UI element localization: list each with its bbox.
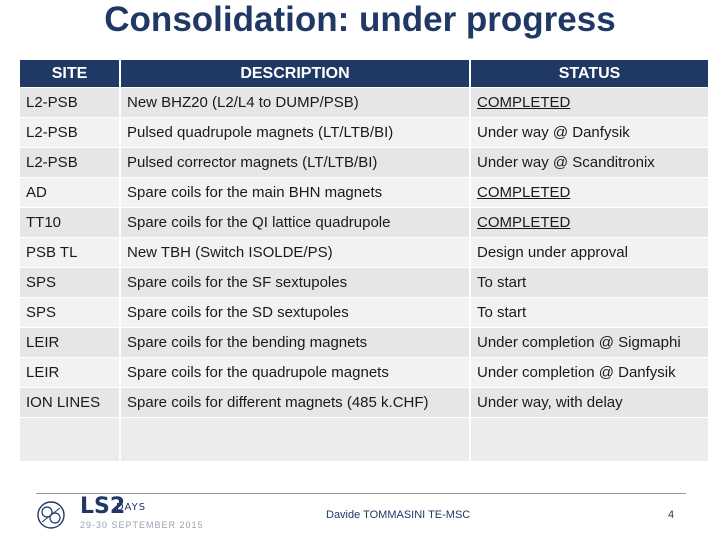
header-description: DESCRIPTION [120,60,471,88]
cell-site: L2-PSB [20,147,121,178]
table-row: LEIR Spare coils for the bending magnets… [20,327,708,358]
ls2-logo-days: DAYS [116,502,147,513]
page-number: 4 [668,509,675,521]
cell-status: To start [470,267,708,298]
table-row: LEIR Spare coils for the quadrupole magn… [20,357,708,388]
cell-status: Under completion @ Danfysik [470,357,708,388]
table-row: L2-PSB Pulsed quadrupole magnets (LT/LTB… [20,117,708,148]
cell-empty [470,417,708,461]
table-row: L2-PSB Pulsed corrector magnets (LT/LTB/… [20,147,708,178]
table-row-empty [20,417,708,461]
cell-status: Under completion @ Sigmaphi [470,327,708,358]
cell-site: PSB TL [20,237,121,268]
table-row: L2-PSB New BHZ20 (L2/L4 to DUMP/PSB) COM… [20,87,708,118]
footer-author: Davide TOMMASINI TE-MSC [326,509,471,521]
header-site: SITE [20,60,121,88]
cell-status: Under way, with delay [470,387,708,418]
table-row: SPS Spare coils for the SF sextupoles To… [20,267,708,298]
cell-status: To start [470,297,708,328]
table-row: ION LINES Spare coils for different magn… [20,387,708,418]
slide-title: Consolidation: under progress [104,0,616,39]
table-row: TT10 Spare coils for the QI lattice quad… [20,207,708,238]
cell-status: Under way @ Scanditronix [470,147,708,178]
header-status: STATUS [470,60,708,88]
cell-description: Pulsed quadrupole magnets (LT/LTB/BI) [120,117,471,148]
cell-site: SPS [20,297,121,328]
consolidation-table: SITE DESCRIPTION STATUS L2-PSB New BHZ20… [20,60,708,461]
cell-status: COMPLETED [470,207,708,238]
table-row: AD Spare coils for the main BHN magnets … [20,177,708,208]
cell-description: New BHZ20 (L2/L4 to DUMP/PSB) [120,87,471,118]
cell-status: Design under approval [470,237,708,268]
table-header-row: SITE DESCRIPTION STATUS [20,60,708,88]
cell-empty [20,417,121,461]
cell-site: SPS [20,267,121,298]
cell-description: Pulsed corrector magnets (LT/LTB/BI) [120,147,471,178]
cell-site: ION LINES [20,387,121,418]
cell-site: LEIR [20,327,121,358]
cell-site: AD [20,177,121,208]
ls2-logo-date: 29-30 SEPTEMBER 2015 [80,520,204,530]
cell-description: Spare coils for different magnets (485 k… [120,387,471,418]
cell-description: Spare coils for the bending magnets [120,327,471,358]
cell-status: COMPLETED [470,87,708,118]
cell-site: L2-PSB [20,117,121,148]
cell-description: New TBH (Switch ISOLDE/PS) [120,237,471,268]
cell-description: Spare coils for the SF sextupoles [120,267,471,298]
cell-description: Spare coils for the SD sextupoles [120,297,471,328]
cell-status: Under way @ Danfysik [470,117,708,148]
ls2-logo-text: LS2 [80,494,126,519]
table-row: SPS Spare coils for the SD sextupoles To… [20,297,708,328]
cell-empty [120,417,471,461]
cell-site: TT10 [20,207,121,238]
cell-description: Spare coils for the main BHN magnets [120,177,471,208]
table-row: PSB TL New TBH (Switch ISOLDE/PS) Design… [20,237,708,268]
footer-divider [36,493,686,494]
cell-site: L2-PSB [20,87,121,118]
cell-status: COMPLETED [470,177,708,208]
cell-description: Spare coils for the QI lattice quadrupol… [120,207,471,238]
cell-description: Spare coils for the quadrupole magnets [120,357,471,388]
cell-site: LEIR [20,357,121,388]
cern-logo-icon [37,501,65,529]
